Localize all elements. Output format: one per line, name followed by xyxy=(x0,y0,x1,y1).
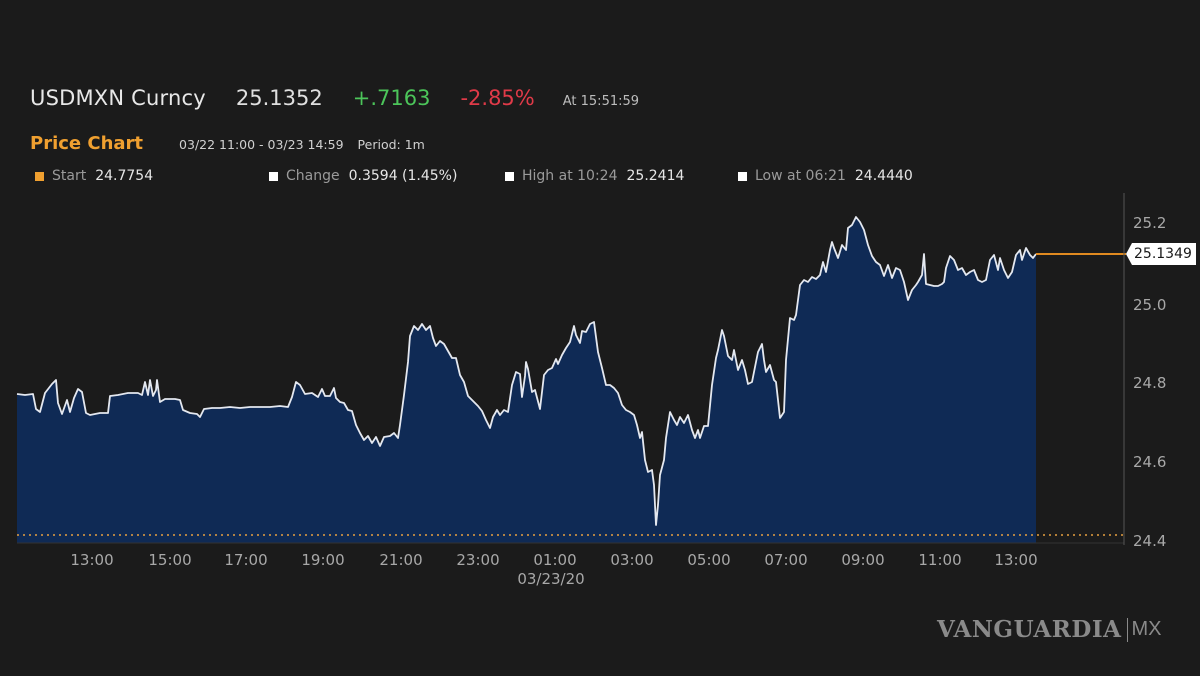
x-tick-label: 05:00 xyxy=(687,551,731,569)
x-tick-label: 09:00 xyxy=(841,551,885,569)
last-price: 25.1352 xyxy=(235,86,323,110)
stat-high: High at 10:24 25.2414 xyxy=(505,168,684,184)
stat-label: Low at 06:21 xyxy=(755,168,846,184)
chart-title: Price Chart xyxy=(30,133,144,154)
x-tick-label: 07:00 xyxy=(764,551,808,569)
stat-label: High at 10:24 xyxy=(522,168,618,184)
price-line xyxy=(16,216,1037,526)
stat-value: 24.7754 xyxy=(95,168,154,184)
x-tick-label: 13:00 xyxy=(994,551,1038,569)
x-tick-label: 19:00 xyxy=(301,551,345,569)
stat-label: Start xyxy=(52,168,87,184)
y-tick-label: 25.0 xyxy=(1133,296,1167,314)
x-tick-label: 17:00 xyxy=(224,551,268,569)
as-of-time: At 15:51:59 xyxy=(562,94,640,109)
chart-subheader: Price Chart 03/22 11:00 - 03/23 14:59 Pe… xyxy=(30,133,425,154)
tag-arrow-icon xyxy=(1126,243,1132,265)
y-tick-label: 24.6 xyxy=(1133,453,1167,471)
price-area xyxy=(17,217,1036,543)
percent-change: -2.85% xyxy=(460,86,535,110)
stat-change: Change 0.3594 (1.45%) xyxy=(269,168,457,184)
x-tick-label: 01:00 xyxy=(533,551,577,569)
square-icon xyxy=(269,171,278,181)
x-tick-label: 03:00 xyxy=(610,551,654,569)
x-tick-label: 13:00 xyxy=(70,551,114,569)
watermark-main: VANGUARDIA xyxy=(937,616,1122,643)
stat-low: Low at 06:21 24.4440 xyxy=(738,168,913,184)
watermark-suffix: MX xyxy=(1131,618,1162,640)
stats-legend: Start 24.7754 Change 0.3594 (1.45%) High… xyxy=(0,168,1100,188)
stat-value: 0.3594 (1.45%) xyxy=(348,168,458,184)
watermark-divider xyxy=(1127,617,1129,642)
stat-value: 24.4440 xyxy=(854,168,913,184)
stat-value: 25.2414 xyxy=(626,168,685,184)
net-change: +.7163 xyxy=(352,86,431,110)
square-icon xyxy=(35,171,44,181)
square-icon xyxy=(505,171,514,181)
x-tick-label: 11:00 xyxy=(918,551,962,569)
last-price-tag: 25.1349 xyxy=(1126,243,1196,265)
ticker-symbol: USDMXN Curncy xyxy=(30,86,206,110)
x-date-label: 03/23/20 xyxy=(517,570,585,588)
stat-label: Change xyxy=(286,168,340,184)
x-tick-label: 23:00 xyxy=(456,551,500,569)
y-tick-label: 25.2 xyxy=(1133,214,1167,232)
y-tick-label: 24.8 xyxy=(1133,374,1167,392)
stat-start: Start 24.7754 xyxy=(35,168,153,184)
square-icon xyxy=(738,171,747,181)
quote-header: USDMXN Curncy 25.1352 +.7163 -2.85% At 1… xyxy=(30,86,639,110)
x-tick-label: 21:00 xyxy=(379,551,423,569)
x-tick-label: 15:00 xyxy=(148,551,192,569)
date-range: 03/22 11:00 - 03/23 14:59 xyxy=(179,137,344,152)
period: Period: 1m xyxy=(357,137,425,152)
y-tick-label: 24.4 xyxy=(1133,532,1167,550)
last-price-tag-value: 25.1349 xyxy=(1132,243,1196,265)
watermark-logo: VANGUARDIA MX xyxy=(937,616,1161,643)
